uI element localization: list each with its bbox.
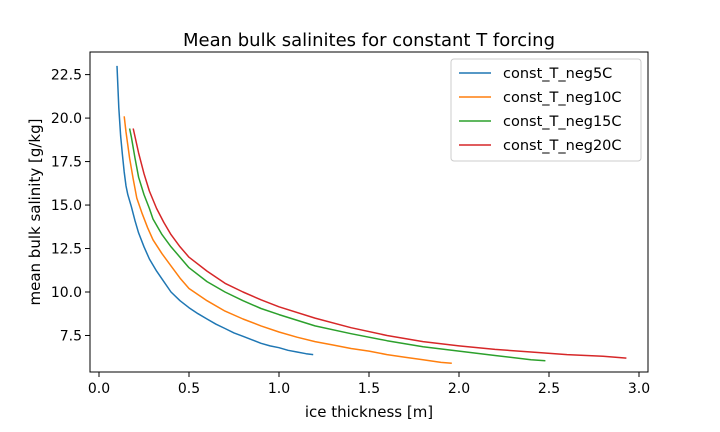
x-axis-label: ice thickness [m] <box>305 403 433 421</box>
legend: const_T_neg5C const_T_neg10C const_T_neg15… <box>450 58 642 162</box>
x-tick-label: 3.0 <box>628 381 650 397</box>
legend-label: const_T_neg10C <box>503 90 622 106</box>
y-tick-label: 15.0 <box>51 198 82 214</box>
x-tick-label: 2.5 <box>538 381 560 397</box>
x-axis: 0.0 0.5 1.0 1.5 2.0 2.5 3.0 <box>88 372 650 397</box>
y-tick-label: 7.5 <box>60 328 82 344</box>
series-line-const_T_neg5C <box>116 65 314 356</box>
legend-label: const_T_neg5C <box>503 66 612 82</box>
x-tick-label: 1.0 <box>268 381 290 397</box>
y-tick-label: 17.5 <box>51 155 82 171</box>
legend-label: const_T_neg20C <box>503 138 622 154</box>
y-axis: 7.5 10.0 12.5 15.0 17.5 20.0 22.5 <box>51 68 90 344</box>
legend-box <box>450 58 642 162</box>
y-axis-label: mean bulk salinity [g/kg] <box>26 119 44 306</box>
y-tick-label: 20.0 <box>51 111 82 127</box>
series-line-const_T_neg15C <box>128 128 546 362</box>
x-tick-label: 0.5 <box>178 381 200 397</box>
y-tick-label: 10.0 <box>51 285 82 301</box>
series-line-const_T_neg20C <box>132 128 627 359</box>
y-tick-label: 12.5 <box>51 242 82 258</box>
series-line-const_T_neg10C <box>123 116 452 365</box>
x-tick-label: 0.0 <box>88 381 110 397</box>
x-tick-label: 2.0 <box>448 381 470 397</box>
chart-title: Mean bulk salinites for constant T forci… <box>183 30 555 51</box>
legend-label: const_T_neg15C <box>503 114 622 130</box>
x-tick-label: 1.5 <box>358 381 380 397</box>
y-tick-label: 22.5 <box>51 68 82 84</box>
series-lines <box>116 65 627 365</box>
